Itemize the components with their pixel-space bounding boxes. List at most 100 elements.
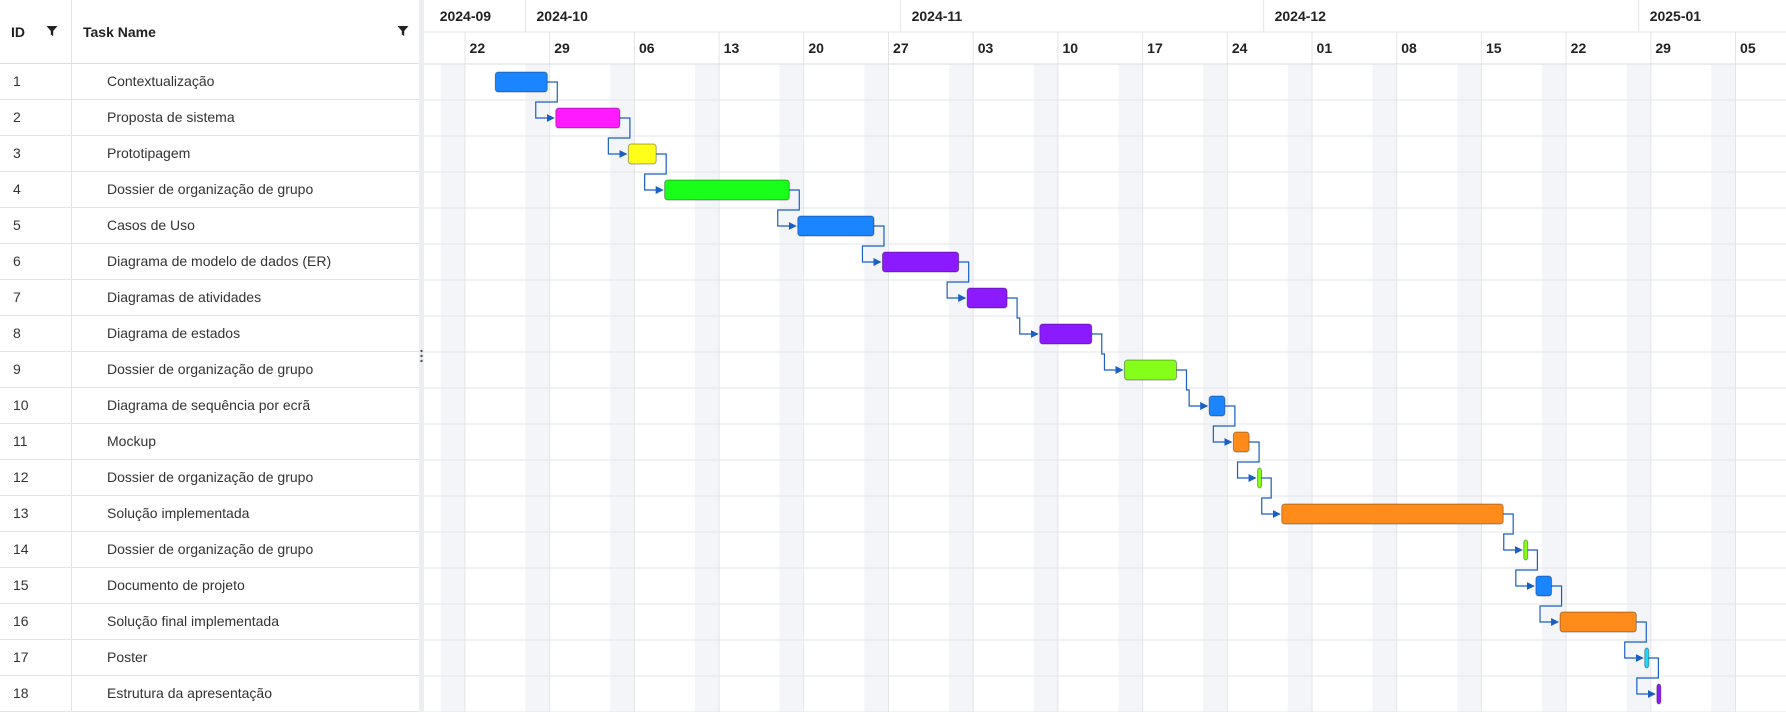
week-label: 27 [893,40,909,56]
table-row[interactable]: 15 Documento de projeto [0,568,421,604]
week-label: 06 [639,40,655,56]
table-row[interactable]: 13 Solução implementada [0,496,421,532]
table-row[interactable]: 3 Prototipagem [0,136,421,172]
task-name-cell: Poster [107,649,148,665]
task-id-cell: 15 [0,568,72,603]
table-row[interactable]: 2 Proposta de sistema [0,100,421,136]
gantt-chart: 2024-09 2024-10 2024-11 2024-12 2025-01 22 29 0… [424,0,1786,712]
task-id-cell: 13 [0,496,72,531]
task-bar[interactable] [1123,359,1177,381]
week-label: 15 [1486,40,1502,56]
table-row[interactable]: 10 Diagrama de sequência por ecrã [0,388,421,424]
week-label: 03 [978,40,994,56]
task-id-cell: 11 [0,424,72,459]
task-bar[interactable] [494,71,548,93]
dependency-connector[interactable] [1261,477,1281,518]
table-row[interactable]: 14 Dossier de organização de grupo [0,532,421,568]
task-id-cell: 2 [0,100,72,135]
task-id-cell: 9 [0,352,72,387]
task-name-cell: Solução final implementada [107,613,279,629]
task-bar[interactable] [627,143,657,165]
table-row[interactable]: 7 Diagramas de atividades [0,280,421,316]
task-name-cell: Casos de Uso [107,217,195,233]
task-id-cell: 3 [0,136,72,171]
task-name-cell: Mockup [107,433,157,449]
task-bar[interactable] [966,287,1008,309]
filter-icon[interactable] [46,25,58,37]
dependency-connector[interactable] [1539,585,1563,626]
task-id-cell: 14 [0,532,72,567]
table-row[interactable]: 17 Poster [0,640,421,676]
table-row[interactable]: 1 Contextualização [0,64,421,100]
dependency-connector[interactable] [1236,441,1260,482]
column-header-task-name-label: Task Name [83,23,156,40]
table-row[interactable]: 6 Diagrama de modelo de dados (ER) [0,244,421,280]
table-row[interactable]: 11 Mockup [0,424,421,460]
dependency-connector[interactable] [1636,657,1659,698]
task-bar[interactable] [1208,395,1226,417]
task-name-cell: Proposta de sistema [107,109,235,125]
week-label: 22 [1571,40,1587,56]
task-bar[interactable] [1281,503,1504,525]
table-row[interactable]: 12 Dossier de organização de grupo [0,460,421,496]
dependency-connector[interactable] [535,81,558,122]
week-label: 24 [1232,40,1248,56]
table-row[interactable]: 18 Estrutura da apresentação [0,676,421,712]
dependency-connector[interactable] [861,225,885,266]
task-bar[interactable] [881,251,960,273]
task-grid: ID Task Name 1 Contextualização 2 Proposta … [0,0,422,712]
task-bar[interactable] [555,107,621,129]
task-bar[interactable] [1232,431,1250,453]
task-id-cell: 4 [0,172,72,207]
month-label: 2024-11 [912,8,963,24]
task-bar[interactable] [1039,323,1093,345]
task-bar[interactable] [1559,611,1637,633]
task-name-cell: Documento de projeto [107,577,245,593]
week-label: 01 [1317,40,1333,56]
table-row[interactable]: 5 Casos de Uso [0,208,421,244]
task-id-cell: 18 [0,676,72,711]
task-bar[interactable] [1535,575,1553,597]
task-bar[interactable] [797,215,875,237]
task-bar[interactable] [1656,683,1662,705]
task-bar[interactable] [1523,539,1529,561]
task-name-cell: Diagrama de sequência por ecrã [107,397,311,413]
table-row[interactable]: 9 Dossier de organização de grupo [0,352,421,388]
column-header-id[interactable]: ID [0,0,72,63]
task-id-cell: 16 [0,604,72,639]
task-id-cell: 1 [0,64,72,99]
table-row[interactable]: 4 Dossier de organização de grupo [0,172,421,208]
task-name-cell: Dossier de organização de grupo [107,181,314,197]
week-label: 13 [724,40,740,56]
dependency-connector[interactable] [777,189,800,230]
gantt-timeline: 2024-09 2024-10 2024-11 2024-12 2025-01 22 29 0… [424,0,1786,712]
dependency-connector[interactable] [1503,513,1523,554]
dependency-connector[interactable] [1176,369,1209,410]
dependency-connector[interactable] [1624,621,1647,662]
week-label: 22 [470,40,486,56]
dependency-connector[interactable] [1007,297,1039,338]
dependency-connector[interactable] [1212,405,1236,446]
column-header-task-name[interactable]: Task Name [72,0,421,63]
task-bar[interactable] [1644,647,1650,669]
task-name-cell: Solução implementada [107,505,250,521]
dependency-connector[interactable] [946,261,970,302]
task-id-cell: 10 [0,388,72,423]
month-label: 2024-09 [440,8,492,24]
dependency-connector[interactable] [644,153,667,194]
task-name-cell: Estrutura da apresentação [107,685,272,701]
dependency-connector[interactable] [1515,549,1538,590]
task-bar[interactable] [1257,467,1263,489]
task-bar[interactable] [664,179,790,201]
week-label: 05 [1740,40,1756,56]
table-row[interactable]: 8 Diagrama de estados [0,316,421,352]
task-id-cell: 6 [0,244,72,279]
dependency-connector[interactable] [607,117,631,158]
filter-icon[interactable] [397,25,409,37]
table-row[interactable]: 16 Solução final implementada [0,604,421,640]
task-id-cell: 17 [0,640,72,675]
dependency-connector[interactable] [1091,333,1124,374]
task-name-cell: Dossier de organização de grupo [107,361,314,377]
splitter-grip-icon[interactable] [420,349,423,363]
column-header-id-label: ID [11,23,25,40]
